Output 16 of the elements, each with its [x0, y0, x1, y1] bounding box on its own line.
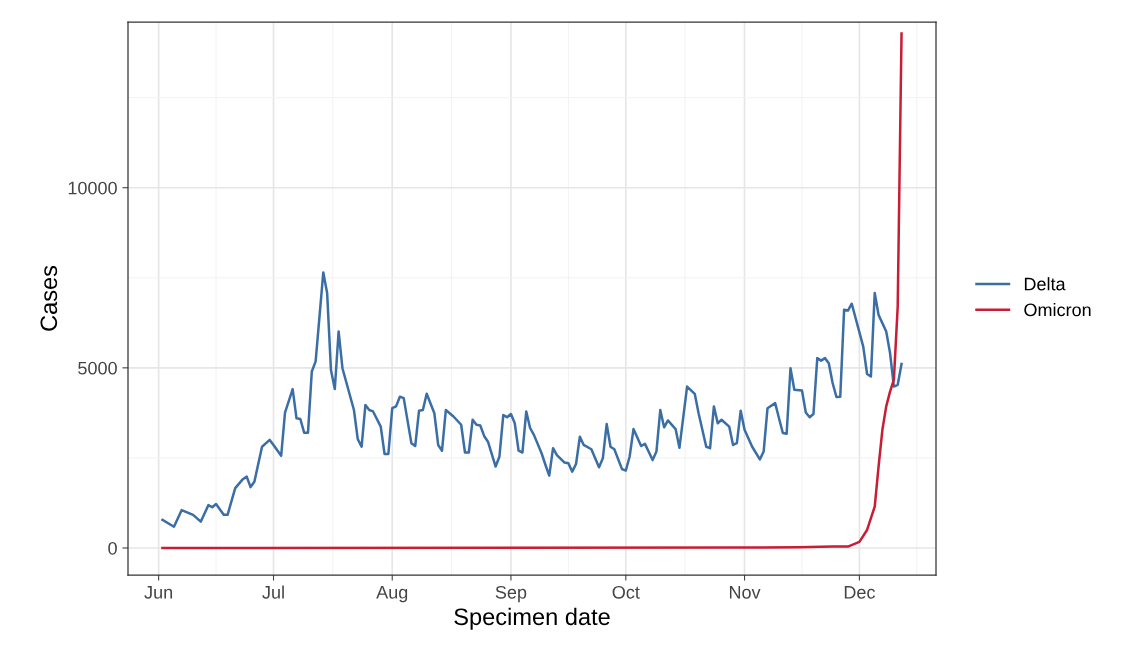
- x-tick-label: Sep: [495, 585, 527, 603]
- x-tick-label: Jun: [144, 586, 173, 599]
- legend-label: Delta: [1024, 277, 1066, 291]
- y-tick-label: 0: [108, 541, 117, 555]
- legend-label: Omicron: [1024, 303, 1091, 317]
- y-axis-title: Cases: [40, 265, 58, 331]
- y-tick-label: 10000: [68, 181, 117, 195]
- line-series: [161, 271, 903, 528]
- line-series: [161, 32, 903, 550]
- x-axis-title: Specimen date: [454, 607, 610, 630]
- x-tick-label: Dec: [844, 586, 875, 599]
- x-tick-label: Oct: [612, 585, 640, 599]
- x-tick-label: Jul: [262, 585, 284, 599]
- x-tick-label: Nov: [729, 586, 761, 599]
- x-tick-label: Aug: [376, 586, 408, 603]
- y-tick-label: 5000: [78, 361, 117, 375]
